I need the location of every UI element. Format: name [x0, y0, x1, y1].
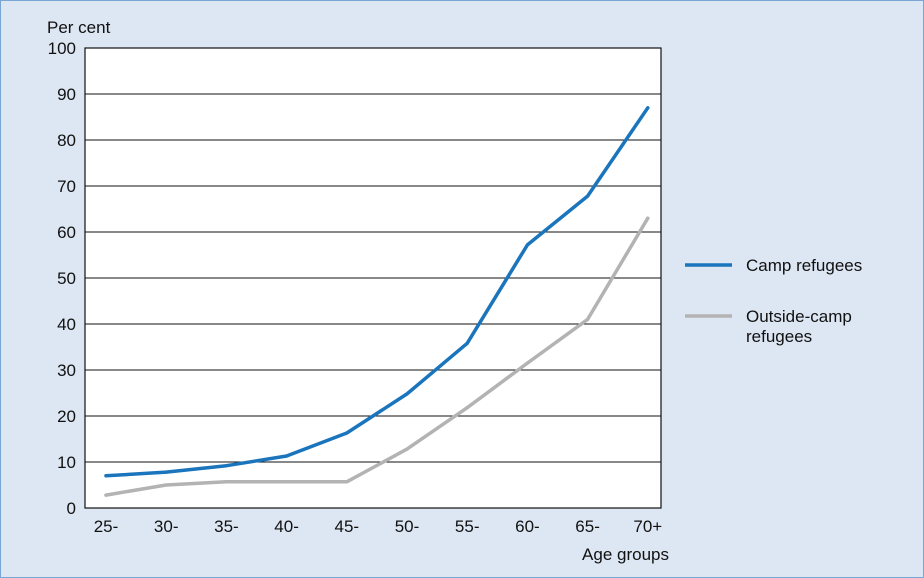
data-point [465, 341, 469, 345]
data-point [405, 392, 409, 396]
x-tick-label: 30- [154, 517, 179, 536]
y-tick-label: 40 [57, 315, 76, 334]
y-tick-label: 0 [67, 499, 76, 518]
series-line-outside-camp-refugees [104, 216, 650, 497]
y-tick-label: 10 [57, 453, 76, 472]
data-point [646, 216, 650, 220]
x-axis-title: Age groups [582, 545, 669, 564]
y-tick-label: 60 [57, 223, 76, 242]
y-tick-label: 80 [57, 131, 76, 150]
data-point [104, 493, 108, 497]
x-tick-label: 55- [455, 517, 480, 536]
x-tick-label: 50- [395, 517, 420, 536]
x-tick-label: 40- [274, 517, 299, 536]
data-point [224, 464, 228, 468]
data-point [345, 431, 349, 435]
x-tick-label: 70+ [633, 517, 662, 536]
x-tick-label: 25- [94, 517, 119, 536]
x-tick-label: 65- [575, 517, 600, 536]
y-tick-label: 100 [48, 39, 76, 58]
data-point [285, 454, 289, 458]
data-point [224, 480, 228, 484]
y-tick-label: 90 [57, 85, 76, 104]
data-point [164, 470, 168, 474]
y-tick-label: 50 [57, 269, 76, 288]
data-point [525, 361, 530, 365]
y-axis-ticks: 0 10 20 30 40 50 60 70 80 90 100 [48, 39, 76, 518]
data-point [345, 480, 349, 484]
legend-label: Camp refugees [746, 256, 862, 275]
data-point [164, 483, 168, 487]
y-tick-label: 20 [57, 407, 76, 426]
data-point [525, 243, 530, 247]
y-axis-title: Per cent [47, 18, 111, 37]
x-axis-ticks: 25- 30- 35- 40- 45- 50- 55- 60- 65- 70+ [94, 517, 663, 536]
data-point [104, 474, 108, 478]
data-point [646, 106, 650, 110]
data-point [405, 447, 409, 451]
data-point [586, 317, 590, 321]
legend-label: refugees [746, 327, 812, 346]
y-tick-label: 70 [57, 177, 76, 196]
legend-label: Outside-camp [746, 307, 852, 326]
data-point [586, 194, 590, 198]
data-point [285, 480, 289, 484]
x-tick-label: 60- [515, 517, 540, 536]
x-tick-label: 45- [335, 517, 360, 536]
data-point [465, 406, 469, 410]
y-tick-label: 30 [57, 361, 76, 380]
series-lines [104, 106, 650, 497]
series-line-camp-refugees [104, 106, 650, 478]
x-tick-label: 35- [214, 517, 239, 536]
